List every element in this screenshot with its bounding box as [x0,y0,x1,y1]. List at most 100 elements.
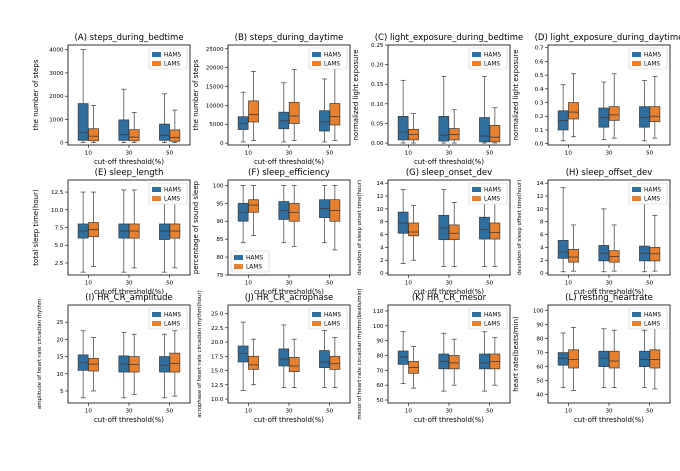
panel-8: (I) HR_CR_amplitude 5 10 15 20 25 10 30 50 HAMS LA… [37,293,191,424]
y-axis-label: amplitude of heart rate circadian rhythm [37,299,43,409]
legend-label: LAMS [164,62,180,68]
panel-title: (H) sleep_offset_dev [566,168,653,178]
x-tick-label: 10 [245,281,253,287]
panel-title: (F) sleep_efficiency [248,168,330,178]
legend-label: HAMS [484,53,501,59]
x-tick-label: 10 [405,281,413,287]
legend-swatch [632,312,641,317]
y-tick-label: 10000 [206,103,224,109]
box-lams-50 [649,76,661,139]
iqr-box [319,350,330,369]
y-tick-label: 90 [536,323,544,329]
box-hams-10 [397,189,409,264]
panel-5: (F) sleep_efficiency 75 80 85 90 95 100 10 30 50 H… [192,168,351,296]
y-tick-label: 40 [536,393,544,399]
x-tick-label: 10 [565,281,573,287]
iqr-box [88,128,99,142]
y-tick-label: 0 [220,141,224,147]
box-hams-10 [237,185,249,244]
box-hams-50 [639,202,650,273]
iqr-box [248,100,259,123]
box-hams-30 [118,189,130,273]
y-tick-label: 12.5 [51,190,64,196]
legend-label: LAMS [484,322,500,328]
x-tick-label: 30 [445,151,453,157]
x-tick-label: 50 [166,281,174,287]
y-tick-label: 80 [216,255,224,261]
y-tick-label: 1000 [49,117,64,123]
legend-swatch [472,52,481,57]
legend-label: LAMS [644,322,660,328]
box-hams-30 [598,81,610,140]
y-tick-label: 0.7 [535,46,544,52]
legend-label: HAMS [644,188,661,194]
plot-frame [547,179,671,276]
iqr-box [159,223,170,240]
y-tick-label: 90 [216,219,224,225]
box-lams-10 [568,73,579,138]
box-lams-50 [489,337,501,386]
box-hams-50 [479,193,490,268]
y-tick-label: 4000 [49,48,64,54]
y-tick-label: 25.0 [211,312,224,318]
plot-frame [227,179,351,276]
box-hams-50 [319,330,330,388]
iqr-box [479,117,490,143]
y-tick-label: 14 [376,181,384,187]
y-axis-label: acrophase of heart rate circadian rhythm… [197,290,203,418]
y-tick-label: 2.5 [55,261,64,267]
box-lams-10 [88,105,99,144]
legend-swatch [472,321,481,326]
legend-swatch [632,187,641,192]
iqr-box [479,216,490,240]
legend-label: LAMS [164,322,180,328]
plot-frame [227,304,351,404]
legend-swatch [632,52,641,57]
iqr-box [169,352,181,373]
legend-swatch [472,196,481,201]
y-tick-label: 10.0 [211,397,224,403]
x-tick-label: 30 [125,281,133,287]
legend: HAMS LAMS [148,182,188,205]
y-tick-label: 50 [536,379,544,385]
box-hams-10 [397,79,409,144]
y-tick-label: 60 [376,383,384,389]
iqr-box [568,349,579,369]
legend-swatch [234,255,243,260]
x-tick-label: 30 [605,151,613,157]
panel-title: (K) HR_CR_mesor [412,293,487,303]
plot-frame [67,44,191,146]
box-lams-10 [568,224,579,272]
box-hams-50 [319,185,330,244]
y-axis-label: percentage of sound sleep [192,180,200,274]
iqr-box [159,123,170,141]
plot-frame [387,304,511,404]
box-lams-50 [489,202,501,268]
y-axis-label: deviation of sleep offset time(hour) [517,180,523,275]
box-lams-50 [489,107,501,144]
legend-swatch [152,187,161,192]
legend-label: LAMS [484,62,500,68]
plot-frame [547,44,671,146]
x-axis-label: cut-off threshold(%) [414,158,484,166]
legend-label: HAMS [246,256,263,262]
panel-10: (K) HR_CR_mesor 50 60 70 80 90 100 110 10 30 50 HAM… [357,288,511,424]
y-tick-label: 0.1 [535,128,544,134]
legend: HAMS LAMS [148,307,188,330]
y-tick-label: 12.5 [211,383,224,389]
legend: HAMS LAMS [148,47,188,70]
x-axis-label: cut-off threshold(%) [414,416,484,424]
legend-label: HAMS [324,313,341,319]
panel-1: (B) steps_during_daytime 0 5000 10000 15000 2… [192,33,351,166]
box-hams-50 [639,329,650,388]
iqr-box [248,355,259,370]
iqr-box [77,103,89,141]
x-axis-label: cut-off threshold(%) [254,288,324,296]
legend-swatch [152,61,161,66]
y-tick-label: 25 [56,320,64,326]
y-tick-label: 60 [536,365,544,371]
y-tick-label: 0.5 [535,73,544,79]
y-tick-label: 10 [376,207,384,213]
legend-label: HAMS [484,188,501,194]
x-tick-label: 50 [326,151,334,157]
